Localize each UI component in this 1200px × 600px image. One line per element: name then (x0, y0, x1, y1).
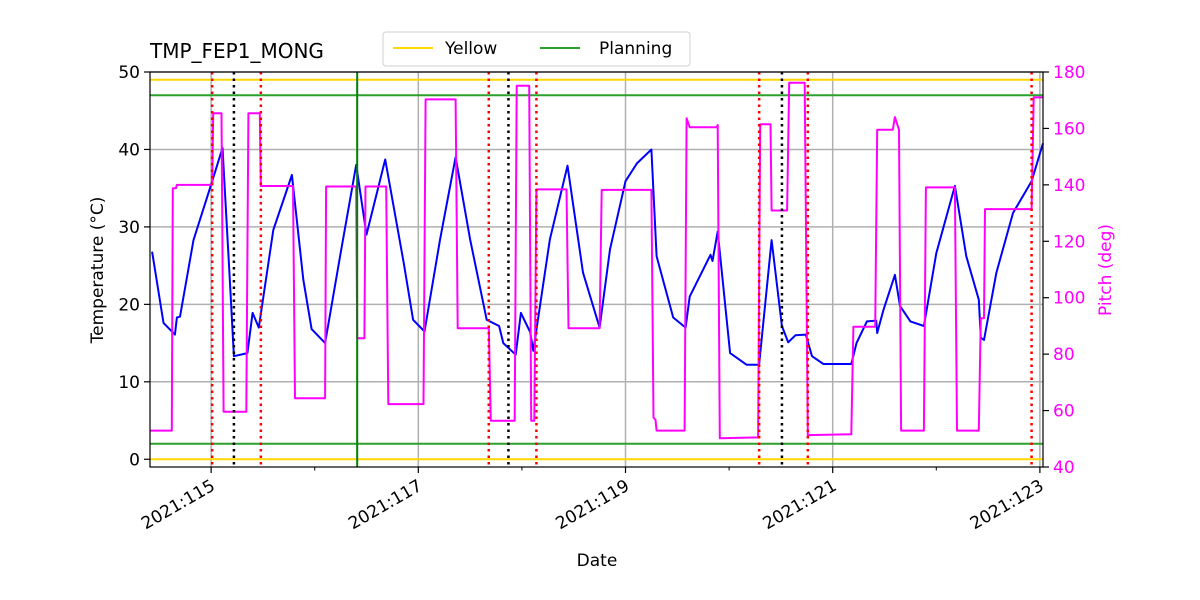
y2-tick-label: 80 (1053, 345, 1075, 365)
y2-tick-label: 180 (1053, 63, 1085, 83)
y-tick-label: 40 (118, 140, 140, 160)
y-tick-label: 30 (118, 218, 140, 238)
plot-frame (149, 71, 1044, 468)
legend-box (382, 31, 691, 67)
temperature-series-line (151, 143, 1044, 366)
y2-tick-label: 100 (1053, 289, 1085, 309)
legend-label-planning: Planning (599, 39, 672, 59)
y2-tick-label: 140 (1053, 176, 1085, 196)
x-axis-label: Date (577, 551, 618, 571)
y-tick-label: 50 (118, 63, 140, 83)
y-tick-label: 20 (118, 295, 140, 315)
legend-label-yellow: Yellow (444, 39, 497, 59)
vertical-markers (210, 72, 1033, 467)
y-axis-label: Temperature (°C) (88, 197, 108, 345)
y2-tick-label: 160 (1053, 119, 1085, 139)
series-layer (150, 81, 1044, 440)
pitch-series-line (150, 81, 1043, 440)
y-tick-label: 0 (129, 450, 140, 470)
y-tick-label: 10 (118, 373, 140, 393)
y2-tick-label: 40 (1053, 458, 1075, 478)
y2-axis-label: Pitch (deg) (1096, 224, 1116, 316)
y2-tick-label: 60 (1053, 402, 1075, 422)
limit-lines (150, 78, 1043, 461)
y2-tick-label: 120 (1053, 232, 1085, 252)
chart-title: TMP_FEP1_MONG (149, 39, 324, 63)
legend: Yellow Planning (382, 31, 691, 67)
